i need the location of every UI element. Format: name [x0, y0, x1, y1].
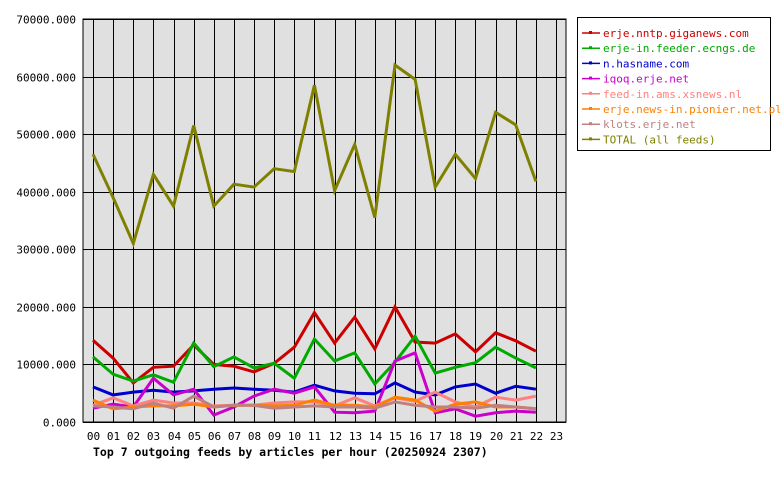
x-tick-label: 03 [147, 430, 160, 443]
x-tick-label: 02 [127, 430, 140, 443]
legend: erje.nntp.giganews.com erje-in.feeder.ecn… [578, 18, 780, 151]
legend-label: erje.nntp.giganews.com [603, 27, 749, 40]
x-tick-label: 22 [530, 430, 543, 443]
legend-label: iqoq.erje.net [603, 73, 689, 86]
x-tick-label: 14 [369, 430, 383, 443]
legend-label: klots.erje.net [603, 118, 696, 131]
y-tick-label: 70000.000 [16, 14, 76, 27]
legend-label: erje-in.feeder.ecngs.de [603, 42, 755, 55]
x-tick-label: 18 [449, 430, 462, 443]
legend-marker [589, 31, 592, 34]
y-tick-label: 0.000 [43, 417, 76, 430]
x-tick-label: 05 [188, 430, 201, 443]
x-axis: 00 01 02 03 04 05 06 07 08 09 10 11 12 13 14 15 16 17 18 19… [87, 430, 563, 443]
y-tick-label: 50000.000 [16, 129, 76, 142]
x-tick-label: 04 [168, 430, 182, 443]
legend-label: erje.news-in.pionier.net.pl [603, 103, 780, 116]
x-tick-label: 10 [288, 430, 301, 443]
legend-label: feed-in.ams.xsnews.nl [603, 88, 742, 101]
legend-label: n.hasname.com [603, 57, 689, 70]
y-tick-label: 20000.000 [16, 302, 76, 315]
legend-marker [589, 77, 592, 80]
x-tick-label: 07 [228, 430, 241, 443]
legend-label: TOTAL (all feeds) [603, 133, 716, 146]
legend-marker [589, 92, 592, 95]
legend-marker [589, 61, 592, 64]
legend-marker [589, 46, 592, 49]
plot-background [83, 19, 566, 422]
y-tick-label: 60000.000 [16, 72, 76, 85]
x-tick-label: 16 [409, 430, 422, 443]
x-tick-label: 19 [469, 430, 482, 443]
x-tick-label: 20 [490, 430, 503, 443]
x-tick-label: 12 [329, 430, 342, 443]
x-tick-label: 08 [248, 430, 261, 443]
y-tick-label: 40000.000 [16, 187, 76, 200]
y-axis: 0.000 10000.000 20000.000 30000.000 40000.00… [16, 14, 76, 430]
legend-marker [589, 137, 592, 140]
x-tick-label: 23 [550, 430, 563, 443]
x-tick-label: 06 [208, 430, 221, 443]
y-tick-label: 30000.000 [16, 244, 76, 257]
legend-marker [589, 122, 592, 125]
x-tick-label: 15 [389, 430, 402, 443]
x-tick-label: 09 [268, 430, 281, 443]
x-tick-label: 21 [510, 430, 523, 443]
x-tick-label: 00 [87, 430, 100, 443]
chart-title: Top 7 outgoing feeds by articles per hou… [93, 445, 488, 459]
x-tick-label: 11 [308, 430, 321, 443]
x-tick-label: 13 [349, 430, 362, 443]
y-tick-label: 10000.000 [16, 359, 76, 372]
legend-marker [589, 107, 592, 110]
x-tick-label: 17 [429, 430, 442, 443]
x-tick-label: 01 [107, 430, 120, 443]
